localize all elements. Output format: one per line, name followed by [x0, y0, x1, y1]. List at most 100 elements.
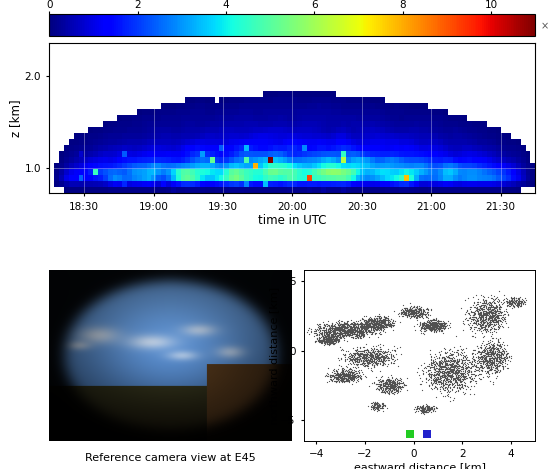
Point [395, 382, 404, 389]
Point [346, 374, 355, 382]
Point [446, 385, 455, 392]
Point [488, 316, 496, 323]
Point [344, 321, 352, 328]
Point [477, 367, 485, 374]
Point [488, 328, 496, 335]
Point [374, 354, 383, 361]
Point [363, 361, 372, 368]
Point [347, 373, 356, 381]
Point [368, 356, 377, 364]
Point [345, 372, 354, 379]
Point [387, 383, 396, 391]
Point [426, 322, 435, 329]
Point [444, 392, 452, 399]
Point [440, 370, 449, 377]
Point [320, 337, 328, 345]
Point [479, 337, 488, 345]
Point [437, 389, 446, 397]
Point [469, 311, 478, 319]
Point [335, 319, 344, 326]
Point [328, 335, 337, 343]
Point [373, 312, 382, 320]
Point [384, 321, 393, 328]
Point [401, 306, 410, 314]
Point [358, 324, 367, 332]
Point [439, 384, 447, 392]
Point [390, 384, 399, 392]
Point [332, 333, 340, 340]
Point [343, 320, 351, 327]
Point [364, 360, 373, 368]
Point [384, 318, 393, 325]
Point [498, 323, 507, 330]
Point [379, 320, 388, 328]
Point [444, 324, 452, 332]
Point [341, 378, 350, 385]
Point [451, 377, 460, 384]
Point [465, 314, 474, 321]
Point [344, 328, 353, 335]
Point [462, 386, 471, 393]
Point [386, 383, 395, 390]
Point [374, 406, 383, 414]
Point [320, 330, 329, 337]
Point [355, 326, 364, 333]
Point [424, 403, 433, 410]
Point [371, 353, 379, 360]
Point [344, 354, 353, 361]
Point [429, 324, 438, 332]
Point [428, 324, 437, 332]
Point [490, 322, 498, 329]
Point [444, 318, 453, 325]
Point [432, 370, 440, 378]
Point [502, 297, 511, 305]
Point [354, 325, 363, 333]
Point [359, 322, 368, 329]
Point [361, 327, 369, 334]
Point [501, 310, 509, 318]
Point [492, 364, 501, 371]
Point [346, 324, 355, 331]
Point [466, 367, 475, 375]
Point [497, 359, 506, 367]
Point [476, 325, 485, 333]
Point [422, 326, 430, 334]
Point [332, 366, 340, 374]
Point [476, 361, 485, 368]
Point [429, 369, 438, 376]
Point [494, 352, 503, 359]
Point [486, 320, 495, 327]
Point [433, 370, 441, 378]
Point [386, 354, 395, 362]
Point [471, 321, 480, 328]
Point [374, 318, 383, 325]
Point [357, 360, 366, 368]
Point [447, 363, 456, 370]
Point [422, 324, 431, 332]
Point [486, 363, 495, 371]
Point [377, 346, 385, 353]
Point [367, 331, 376, 338]
Point [376, 354, 384, 362]
Point [475, 321, 484, 329]
Point [357, 356, 366, 363]
Point [455, 357, 463, 364]
Point [411, 312, 419, 319]
Point [423, 321, 432, 328]
Point [457, 346, 466, 354]
Point [350, 373, 358, 381]
Point [496, 351, 505, 358]
Point [486, 321, 495, 329]
Point [381, 316, 390, 323]
Point [406, 299, 414, 307]
Point [347, 356, 356, 363]
Point [357, 334, 366, 342]
Point [358, 351, 367, 358]
Point [384, 376, 393, 384]
Point [430, 368, 439, 375]
Point [495, 322, 504, 329]
Point [418, 308, 427, 316]
Point [349, 329, 357, 336]
Point [348, 352, 356, 360]
Point [325, 342, 334, 349]
